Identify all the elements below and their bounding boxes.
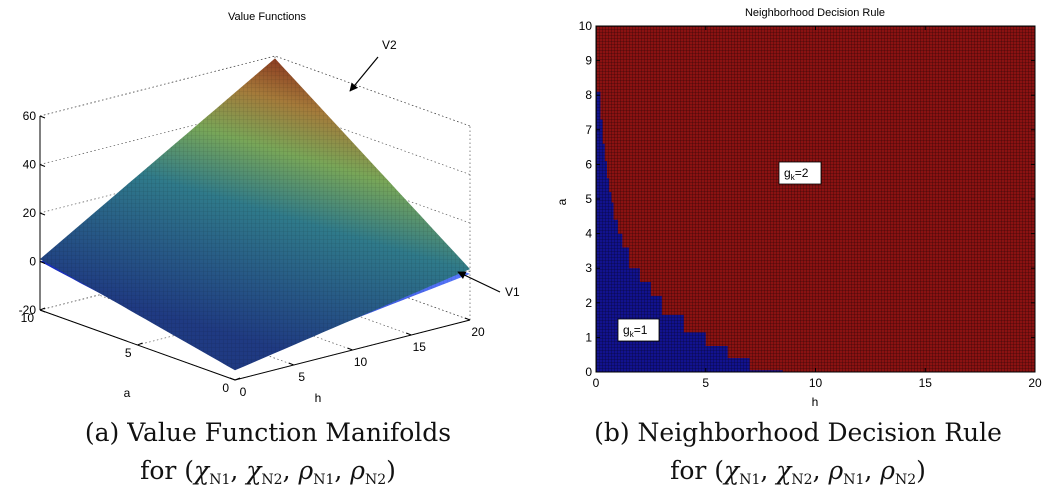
v1-annotation: V1 <box>505 285 520 299</box>
decision-rule-chart: Neighborhood Decision Rule 0 5 10 15 20 0 1 2 3 4… <box>555 7 1042 409</box>
caption-b-line1: (b) Neighborhood Decision Rule <box>594 418 1002 447</box>
y-tick-label: 10 <box>579 19 593 33</box>
chart-b-title: Neighborhood Decision Rule <box>745 7 885 19</box>
y-tick-label: 7 <box>585 123 592 137</box>
a-tick-label: 5 <box>125 346 132 360</box>
h-tick-label: 0 <box>240 385 247 399</box>
figure: Value Functions -20 0 20 40 60 10 5 0 0 … <box>19 7 1042 409</box>
chart-b-xlabel: h <box>812 395 819 409</box>
chart-a-axes <box>39 115 471 381</box>
z-tick-label: 0 <box>29 255 36 269</box>
z-tick <box>39 212 46 216</box>
chart-b-ylabel: a <box>555 198 569 205</box>
grid-line <box>39 55 471 127</box>
label-gk-1: gk=1 <box>617 318 660 342</box>
caption-b-line2: for (χN1, χN2, ρN1, ρN2) <box>670 456 926 488</box>
a-tick-label: 10 <box>21 311 35 325</box>
z-tick <box>39 164 46 167</box>
caption-a: (a) Value Function Manifolds for (χN1, χ… <box>8 414 528 499</box>
y-tick-label: 4 <box>585 227 592 241</box>
caption-a-line2: for (χN1, χN2, ρN1, ρN2) <box>140 456 396 488</box>
z-tick-label: 40 <box>23 158 37 172</box>
y-tick-label: 1 <box>585 330 592 344</box>
svg-text:gk=2: gk=2 <box>784 166 809 182</box>
caption-a-line1: (a) Value Function Manifolds <box>84 418 452 447</box>
h-tick <box>464 317 471 321</box>
v1-arrow <box>457 271 501 293</box>
z-tick-label: -20 <box>19 303 37 317</box>
h-tick-label: 20 <box>471 325 485 339</box>
caption-b: (b) Neighborhood Decision Rule for (χN1,… <box>538 414 1045 499</box>
a-tick <box>234 377 241 381</box>
v2-arrow <box>349 56 379 92</box>
label-gk-2: gk=2 <box>778 161 822 185</box>
h-tick <box>406 332 412 336</box>
h-tick-label: 5 <box>298 370 305 384</box>
chart-a-title: Value Functions <box>228 11 307 23</box>
y-tick-label: 6 <box>585 157 592 171</box>
a-tick-label: 0 <box>222 381 229 395</box>
chart-a-xlabel: h <box>315 391 322 405</box>
y-tick-label: 2 <box>585 296 592 310</box>
svg-text:gk=1: gk=1 <box>623 323 648 339</box>
value-functions-chart: Value Functions -20 0 20 40 60 10 5 0 0 … <box>19 11 520 405</box>
x-tick-label: 10 <box>809 376 823 390</box>
h-tick <box>288 362 294 366</box>
z-tick-label: 20 <box>23 206 37 220</box>
z-tick-label: 60 <box>23 109 37 123</box>
v2-annotation: V2 <box>382 38 397 52</box>
z-tick <box>39 309 46 313</box>
h-tick-label: 10 <box>354 355 368 369</box>
y-tick-label: 3 <box>585 261 592 275</box>
h-tick <box>347 347 353 351</box>
region-gk-1 <box>596 91 783 373</box>
x-tick-label: 20 <box>1028 376 1042 390</box>
chart-a-ylabel: a <box>124 386 131 400</box>
h-tick-label: 15 <box>413 340 427 354</box>
y-tick-label: 8 <box>585 88 592 102</box>
x-tick-label: 15 <box>919 376 933 390</box>
h-tick <box>229 377 236 381</box>
x-tick-label: 0 <box>593 376 600 390</box>
z-tick <box>39 261 46 264</box>
chart-b-ticks: 0 5 10 15 20 0 1 2 3 4 5 6 7 8 9 10 <box>579 19 1042 390</box>
y-tick-label: 0 <box>585 365 592 379</box>
y-tick-label: 9 <box>585 54 592 68</box>
a-tick <box>39 307 46 311</box>
surface-v2-mesh <box>40 58 470 371</box>
x-tick-label: 5 <box>702 376 709 390</box>
grid-line <box>39 104 471 175</box>
chart-a-surfaces <box>40 58 470 371</box>
y-tick-label: 5 <box>585 192 592 206</box>
region-gk-2 <box>596 26 1035 372</box>
a-tick <box>137 342 143 346</box>
z-tick <box>39 115 46 119</box>
